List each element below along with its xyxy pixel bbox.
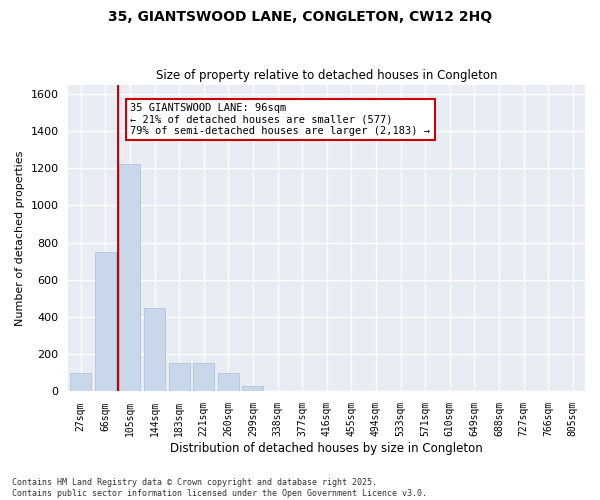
- Bar: [193, 362, 214, 392]
- Bar: [169, 362, 190, 392]
- X-axis label: Distribution of detached houses by size in Congleton: Distribution of detached houses by size …: [170, 442, 483, 455]
- Bar: [119, 164, 140, 392]
- Text: 35 GIANTSWOOD LANE: 96sqm
← 21% of detached houses are smaller (577)
79% of semi: 35 GIANTSWOOD LANE: 96sqm ← 21% of detac…: [130, 103, 430, 136]
- Bar: [267, 390, 288, 392]
- Bar: [242, 386, 263, 392]
- Bar: [70, 373, 91, 392]
- Text: Contains HM Land Registry data © Crown copyright and database right 2025.
Contai: Contains HM Land Registry data © Crown c…: [12, 478, 427, 498]
- Text: 35, GIANTSWOOD LANE, CONGLETON, CW12 2HQ: 35, GIANTSWOOD LANE, CONGLETON, CW12 2HQ: [108, 10, 492, 24]
- Bar: [95, 252, 116, 392]
- Bar: [218, 373, 239, 392]
- Title: Size of property relative to detached houses in Congleton: Size of property relative to detached ho…: [156, 69, 497, 82]
- Y-axis label: Number of detached properties: Number of detached properties: [15, 150, 25, 326]
- Bar: [144, 308, 165, 392]
